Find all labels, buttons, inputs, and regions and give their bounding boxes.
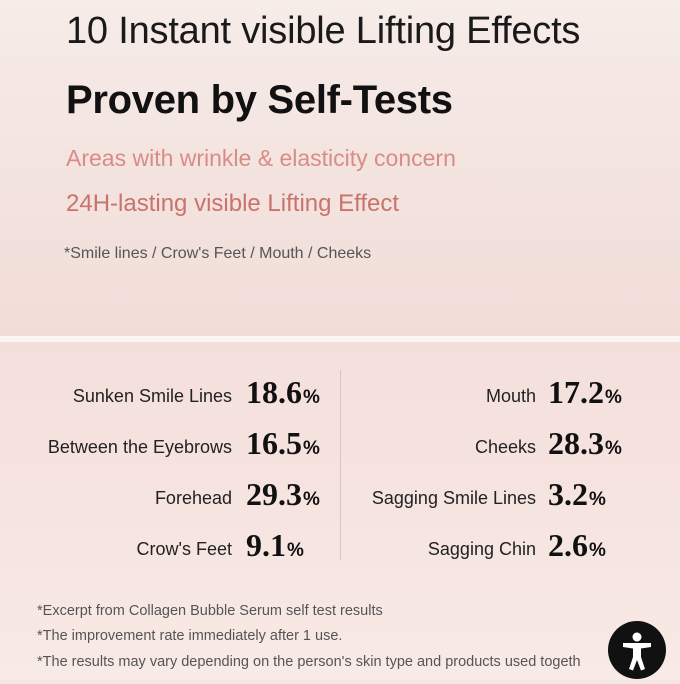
stat-value-box: 16.5% [246, 422, 336, 462]
stat-number: 17.2 [548, 374, 604, 410]
stat-row-left-1: Between the Eyebrows [20, 422, 232, 462]
stat-label: Mouth [485, 386, 536, 406]
stat-label: Crow's Feet [136, 539, 232, 559]
stat-label: Sunken Smile Lines [72, 386, 232, 406]
stat-label: Forehead [154, 488, 232, 508]
areas-note: *Smile lines / Crow's Feet / Mouth / Che… [64, 245, 372, 262]
stat-label: Between the Eyebrows [47, 437, 232, 457]
stat-unit: % [589, 540, 606, 561]
section-divider [0, 336, 680, 342]
footnote-timing: *The improvement rate immediately after … [37, 628, 343, 644]
subheadline: Proven by Self-Tests [66, 78, 453, 122]
stat-number: 2.6 [548, 527, 588, 563]
stat-value-box: 3.2% [548, 473, 638, 513]
stat-row-right-1: Cheeks [350, 422, 536, 462]
stat-number: 29.3 [246, 476, 302, 512]
stat-unit: % [303, 489, 320, 510]
stat-unit: % [287, 540, 304, 561]
stat-value: 17.2% [548, 374, 622, 411]
stat-value: 16.5% [246, 425, 320, 462]
stat-value-box: 18.6% [246, 371, 336, 411]
stat-row-right-3: Sagging Chin [350, 524, 536, 564]
headline: 10 Instant visible Lifting Effects [66, 10, 581, 52]
stat-number: 9.1 [246, 527, 286, 563]
stat-value-box: 29.3% [246, 473, 336, 513]
stat-unit: % [589, 489, 606, 510]
column-divider [340, 370, 341, 560]
stat-value-box: 17.2% [548, 371, 638, 411]
accessibility-button[interactable] [608, 621, 666, 679]
stat-value-box: 2.6% [548, 524, 638, 564]
stat-value: 2.6% [548, 527, 606, 564]
stat-number: 16.5 [246, 425, 302, 461]
stat-unit: % [605, 387, 622, 408]
stat-label: Sagging Chin [427, 539, 536, 559]
stat-value: 29.3% [246, 476, 320, 513]
stat-row-right-0: Mouth [350, 371, 536, 411]
stat-value-box: 9.1% [246, 524, 336, 564]
footnote-source: *Excerpt from Collagen Bubble Serum self… [37, 603, 383, 619]
lasting-effect-text: 24H-lasting visible Lifting Effect [66, 190, 400, 217]
stat-value-box: 28.3% [548, 422, 648, 462]
stat-value: 9.1% [246, 527, 304, 564]
stat-number: 3.2 [548, 476, 588, 512]
stat-label: Cheeks [474, 437, 536, 457]
stat-unit: % [303, 387, 320, 408]
stat-row-left-2: Forehead [20, 473, 232, 513]
stat-row-right-2: Sagging Smile Lines [350, 473, 536, 513]
stat-unit: % [605, 438, 622, 459]
stat-value: 18.6% [246, 374, 320, 411]
stat-value: 28.3% [548, 425, 622, 462]
stat-row-left-3: Crow's Feet [20, 524, 232, 564]
stat-label: Sagging Smile Lines [371, 488, 536, 508]
concern-text: Areas with wrinkle & elasticity concern [66, 145, 456, 171]
stat-value: 3.2% [548, 476, 606, 513]
stat-number: 28.3 [548, 425, 604, 461]
stat-unit: % [303, 438, 320, 459]
header-panel: 10 Instant visible Lifting Effects Prove… [0, 0, 680, 336]
accessibility-icon [623, 632, 651, 671]
stat-row-left-0: Sunken Smile Lines [20, 371, 232, 411]
stat-number: 18.6 [246, 374, 302, 410]
footnote-disclaimer: *The results may vary depending on the p… [37, 654, 581, 670]
